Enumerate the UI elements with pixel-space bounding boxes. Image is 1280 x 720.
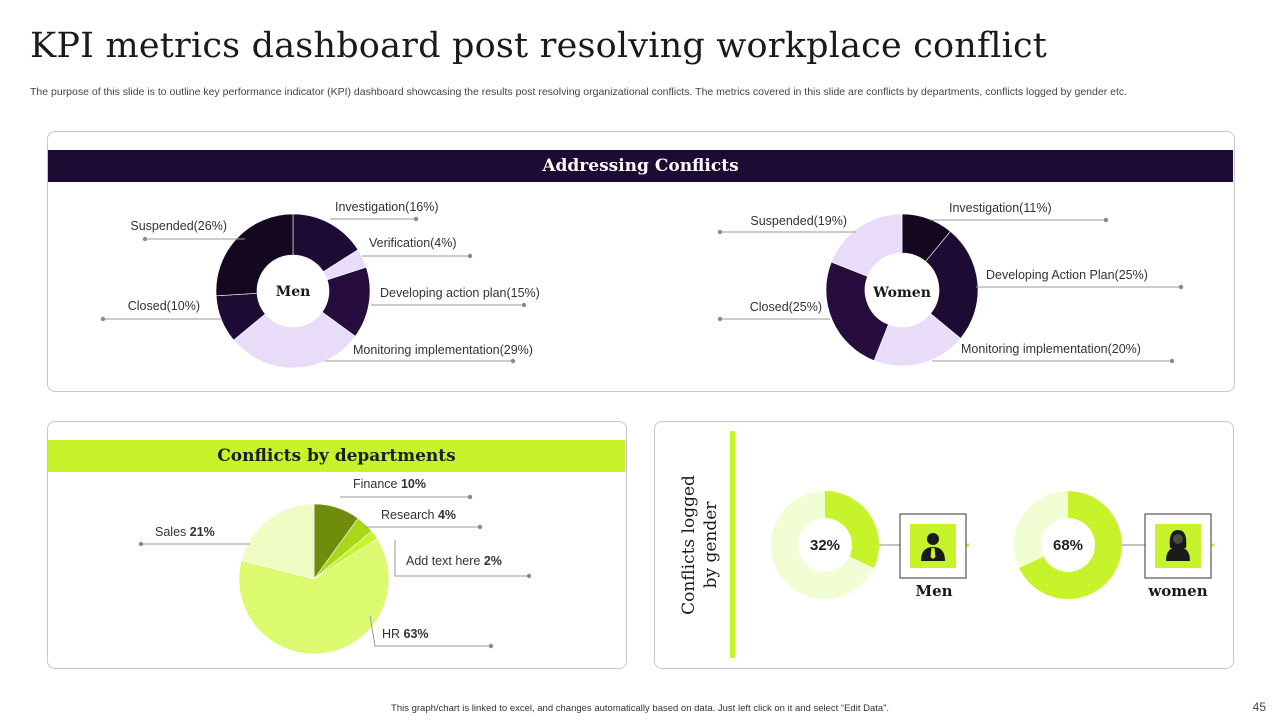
gender-women-remaining-arc — [1014, 491, 1068, 568]
men-verification-label: Verification(4%) — [369, 236, 457, 250]
women-closed-label: Closed(25%) — [750, 300, 822, 314]
men-slice-suspended — [215, 213, 294, 297]
dept-add-text-here-leader-line — [394, 540, 529, 577]
gender-women-percent-label: 68% — [1053, 537, 1083, 554]
gender-divider — [730, 431, 735, 658]
men-developing-action-plan-leader-dot — [521, 302, 527, 308]
gender-women-donut: 68% women — [1014, 491, 1215, 600]
men-suspended-leader-dot — [142, 236, 148, 242]
dept-finance-label: Finance 10% — [353, 477, 426, 491]
dept-add-text-here-leader-dot — [526, 573, 532, 579]
men-closed-leader-dot — [100, 316, 106, 322]
footer-note: This graph/chart is linked to excel, and… — [391, 703, 889, 714]
dept-finance-leader-dot — [467, 494, 473, 500]
women-slice-suspended — [830, 213, 903, 277]
dept-sales-label: Sales 21% — [155, 525, 215, 539]
dept-hr-leader-line — [369, 615, 491, 647]
women-investigation-label: Investigation(11%) — [949, 201, 1052, 215]
dept-slice-sales — [240, 503, 315, 580]
gender-men-name-label: Men — [915, 582, 952, 600]
dept-hr-label: HR 63% — [382, 627, 429, 641]
departments-pie-chart: Finance 10% Research 4% Add text here 2% HR… — [138, 477, 532, 655]
women-suspended-leader-dot — [717, 229, 723, 235]
men-investigation-leader-dot — [413, 216, 419, 222]
gender-section-title: Conflicts logged by gender — [679, 475, 721, 615]
men-investigation-label: Investigation(16%) — [335, 200, 439, 214]
dept-research-label: Research 4% — [381, 508, 456, 522]
women-developing-action-plan-leader-dot — [1178, 284, 1184, 290]
men-verification-leader-dot — [467, 253, 473, 259]
women-slice-developing-action-plan — [925, 231, 979, 339]
gender-donut-charts: 32% Men 68% women — [771, 491, 1215, 600]
gender-women-filled-arc — [1019, 491, 1122, 599]
gender-women-name-label: women — [1147, 582, 1207, 600]
man-icon — [910, 524, 956, 568]
addressing-conflicts-header: Addressing Conflicts — [48, 150, 1233, 182]
women-monitoring-implementation-leader-dot — [1169, 358, 1175, 364]
dept-sales-leader-dot — [138, 541, 144, 547]
page-number: 45 — [1252, 700, 1266, 714]
men-developing-action-plan-label: Developing action plan(15%) — [380, 286, 540, 300]
men-monitoring-implementation-label: Monitoring implementation(29%) — [353, 343, 533, 357]
page-title: KPI metrics dashboard post resolving wor… — [30, 26, 1048, 66]
gender-men-filled-arc — [825, 491, 879, 568]
women-developing-action-plan-label: Developing Action Plan(25%) — [986, 268, 1148, 282]
women-closed-leader-dot — [717, 316, 723, 322]
women-investigation-leader-dot — [1103, 217, 1109, 223]
gender-men-connector-dot — [966, 543, 970, 547]
women-suspended-label: Suspended(19%) — [750, 214, 847, 228]
gender-women-connector-dot — [1211, 543, 1215, 547]
departments-header: Conflicts by departments — [48, 440, 625, 472]
men-suspended-label: Suspended(26%) — [130, 219, 227, 233]
gender-men-remaining-arc — [771, 491, 874, 599]
men-closed-label: Closed(10%) — [128, 299, 200, 313]
women-monitoring-implementation-label: Monitoring implementation(20%) — [961, 342, 1141, 356]
gender-men-donut: 32% Men — [771, 491, 970, 600]
dept-hr-leader-dot — [488, 643, 494, 649]
dept-research-leader-dot — [477, 524, 483, 530]
men-center-label: Men — [276, 284, 311, 300]
men-monitoring-implementation-leader-dot — [510, 358, 516, 364]
dept-slice-hr — [238, 538, 390, 655]
women-center-label: Women — [872, 285, 931, 301]
men-donut-chart: Men Investigation(16%) Verification(4%) Dev… — [100, 200, 540, 369]
men-slice-monitoring-implementation — [233, 311, 356, 369]
women-donut-chart: Women Investigation(11%) Developing Action… — [717, 201, 1184, 367]
dept-add-text-here-label: Add text here 2% — [406, 554, 502, 568]
woman-icon — [1155, 524, 1201, 568]
gender-men-percent-label: 32% — [810, 537, 840, 554]
women-slice-closed — [825, 261, 889, 362]
page-subtitle: The purpose of this slide is to outline … — [30, 86, 1128, 98]
